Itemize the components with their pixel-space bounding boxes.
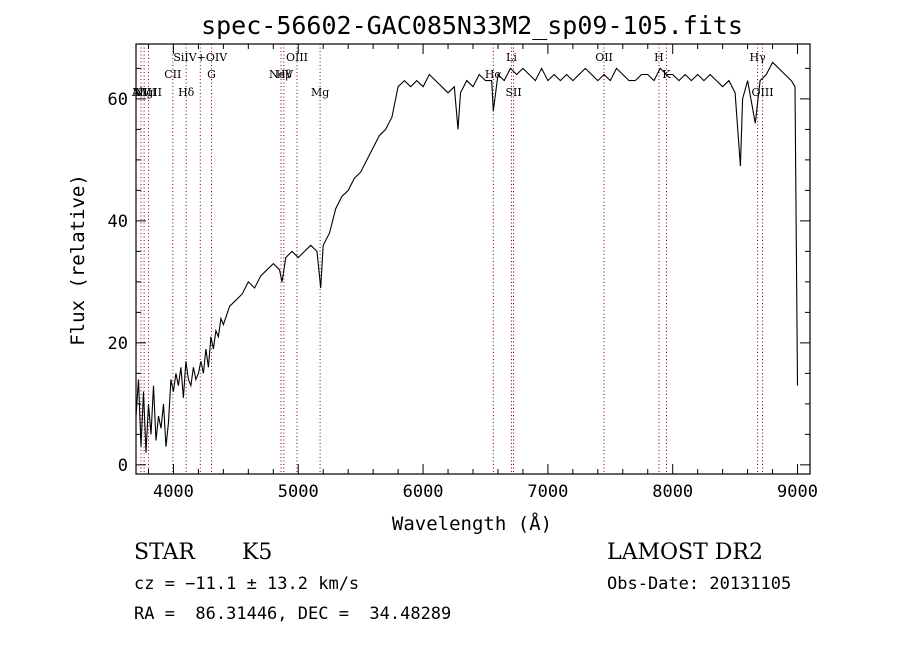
y-tick-label: 60: [108, 90, 128, 110]
object-subclass: K5: [242, 540, 273, 565]
y-axis-label: Flux (relative): [67, 174, 89, 346]
chart-title: spec-56602-GAC085N33M2_sp09-105.fits: [201, 11, 743, 40]
x-tick-label: 5000: [278, 482, 319, 502]
redshift-text: cz = −11.1 ± 13.2 km/s: [134, 574, 360, 594]
spectral-line-label: SII: [505, 86, 521, 99]
spectral-line-label: G: [207, 68, 216, 81]
x-tick-label: 4000: [153, 482, 194, 502]
x-tick-label: 8000: [652, 482, 693, 502]
coordinates-text: RA = 86.31446, DEC = 34.48289: [134, 604, 452, 624]
y-tick-label: 20: [108, 334, 128, 354]
spectral-line-label: CII: [164, 68, 181, 81]
x-tick-label: 9000: [777, 482, 818, 502]
survey-name: LAMOST DR2: [607, 540, 763, 565]
y-tick-label: 0: [118, 456, 128, 476]
spectral-line-label: Hγ: [749, 51, 766, 64]
x-axis: 4000 5000 6000 7000 8000 9000: [147, 44, 818, 502]
spectral-line-label: Hβ: [276, 68, 292, 81]
spectrum-line: [135, 61, 799, 453]
y-axis: 0 20 40 60: [108, 67, 810, 476]
spectral-line-label: NV: [132, 86, 151, 99]
y-tick-label: 40: [108, 212, 128, 232]
spectral-line-label: MgII: [135, 86, 162, 99]
x-tick-label: 7000: [527, 482, 568, 502]
spectral-line-label: AlIII: [131, 86, 157, 99]
obs-date-text: Obs-Date: 20131105: [607, 574, 792, 594]
spectral-line-label: NeV: [269, 68, 294, 81]
object-class: STAR: [134, 540, 195, 565]
spectral-line-label: Hα: [485, 68, 503, 81]
spectral-line-label: OII: [595, 51, 613, 64]
spectral-line-label: OIII: [752, 86, 774, 99]
x-axis-label: Wavelength (Å): [392, 512, 552, 535]
plot-frame: [135, 43, 811, 475]
spectral-line-label: OIII: [286, 51, 308, 64]
spectral-line-label: Hδ: [178, 86, 195, 99]
spectral-line-label: Mg: [311, 86, 329, 99]
spectral-line-label: SiIV+OIV: [173, 51, 228, 64]
spectral-line-label: H: [654, 51, 664, 64]
spectral-line-label: Li: [506, 51, 517, 64]
x-tick-label: 6000: [403, 482, 444, 502]
